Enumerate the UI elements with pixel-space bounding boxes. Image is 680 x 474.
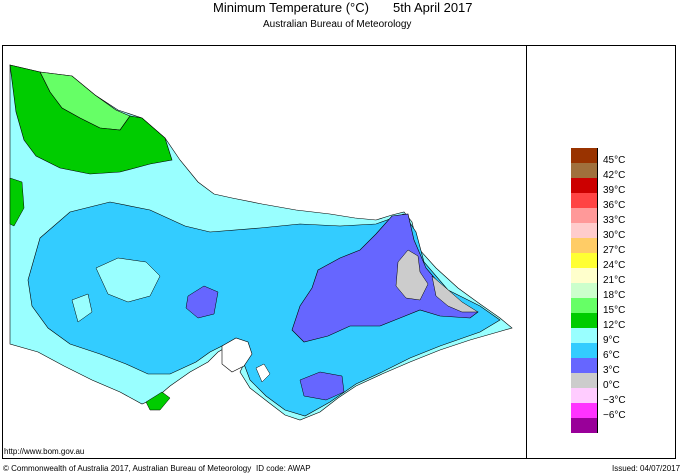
legend-label: 36°C <box>603 200 626 211</box>
legend-swatch <box>571 148 598 163</box>
legend-swatch <box>571 313 598 328</box>
temperature-band-0c <box>395 249 429 301</box>
temperature-band-3c <box>291 213 479 343</box>
legend-swatch <box>571 418 598 433</box>
legend-label: 9°C <box>603 335 620 346</box>
legend-label: 21°C <box>603 275 626 286</box>
legend-swatch <box>571 208 598 223</box>
legend-label: 33°C <box>603 215 626 226</box>
legend-swatch <box>571 238 598 253</box>
western-port-bay <box>255 363 271 383</box>
legend-label: 15°C <box>603 305 626 316</box>
legend-label: 42°C <box>603 170 626 181</box>
legend-swatch <box>571 283 598 298</box>
legend-label: 12°C <box>603 320 626 331</box>
port-phillip-bay <box>221 337 253 373</box>
legend-label: 3°C <box>603 365 620 376</box>
legend-label: 45°C <box>603 155 626 166</box>
legend-swatch <box>571 223 598 238</box>
legend-swatch <box>571 163 598 178</box>
temperature-pocket-9c-small <box>71 293 93 323</box>
legend-swatch <box>571 373 598 388</box>
temperature-band-12c-southwest <box>145 391 171 411</box>
temperature-pocket-9c <box>95 257 161 303</box>
legend-swatch <box>571 403 598 418</box>
title-row: Minimum Temperature (°C) 5th April 2017 <box>0 0 680 18</box>
temperature-patch-3c-west <box>185 285 219 319</box>
temperature-band-12c-north <box>9 64 173 175</box>
temperature-band-12c-west <box>9 177 25 227</box>
legend-swatch <box>571 328 598 343</box>
map-date: 5th April 2017 <box>393 0 473 15</box>
legend-swatch <box>571 358 598 373</box>
bom-url[interactable]: http://www.bom.gov.au <box>4 447 85 456</box>
legend-label: 30°C <box>603 230 626 241</box>
legend-label: −6°C <box>603 410 626 421</box>
legend-label: 27°C <box>603 245 626 256</box>
legend-label: 39°C <box>603 185 626 196</box>
copyright-text: © Commonwealth of Australia 2017, Austra… <box>3 464 252 473</box>
temperature-patch-0c-east <box>431 275 479 313</box>
legend-label: 24°C <box>603 260 626 271</box>
issued-date: Issued: 04/07/2017 <box>612 464 680 473</box>
legend-label: 18°C <box>603 290 626 301</box>
map-subtitle: Australian Bureau of Meteorology <box>263 19 412 30</box>
legend-swatch <box>571 178 598 193</box>
victoria-temperature-map <box>9 64 513 421</box>
legend-label: −3°C <box>603 395 626 406</box>
legend-swatch <box>571 298 598 313</box>
temperature-patch-3c-south <box>299 371 345 401</box>
map-title: Minimum Temperature (°C) <box>213 0 369 15</box>
legend-label: 0°C <box>603 380 620 391</box>
legend-swatch <box>571 343 598 358</box>
id-code: ID code: AWAP <box>256 464 311 473</box>
legend-swatch <box>571 253 598 268</box>
frame-divider <box>526 45 527 459</box>
legend-swatch <box>571 268 598 283</box>
legend-swatch <box>571 388 598 403</box>
legend-swatch <box>571 193 598 208</box>
legend-label: 6°C <box>603 350 620 361</box>
